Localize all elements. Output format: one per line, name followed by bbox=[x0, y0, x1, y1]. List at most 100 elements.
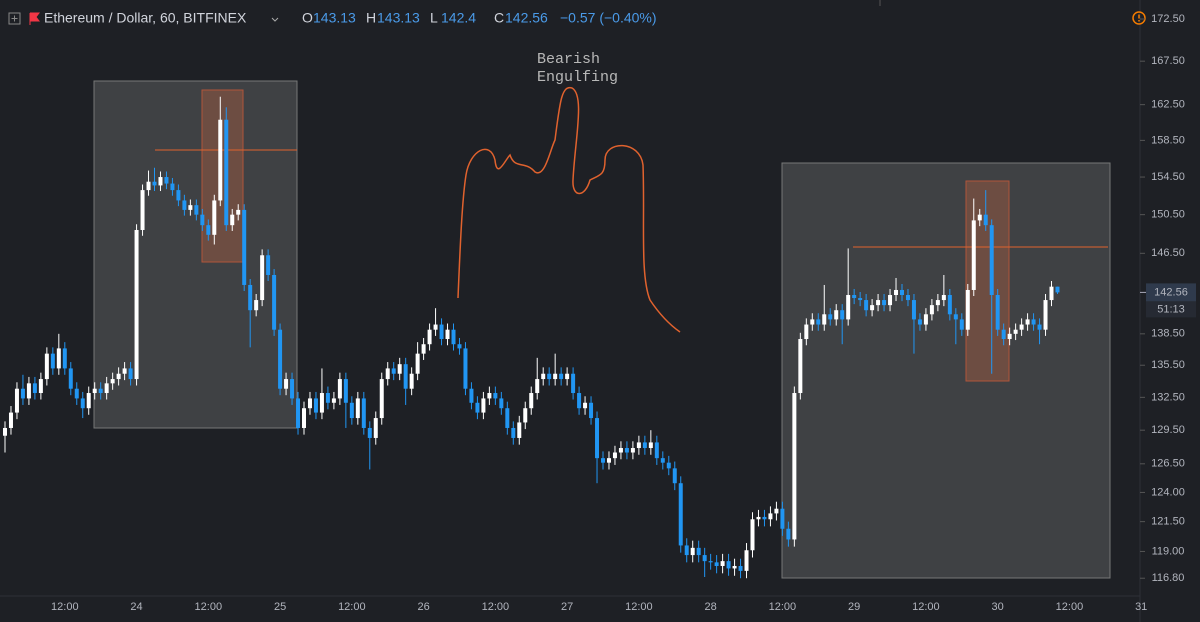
candle-body bbox=[487, 393, 492, 399]
x-tick-label: 28 bbox=[705, 601, 717, 613]
y-tick-label: 167.50 bbox=[1151, 55, 1185, 67]
countdown-box bbox=[1146, 301, 1196, 318]
candle-body bbox=[822, 314, 827, 325]
candle-body bbox=[236, 209, 241, 215]
x-tick-label: 12:00 bbox=[1056, 601, 1084, 613]
candle-body bbox=[373, 418, 378, 438]
candle-body bbox=[439, 324, 444, 340]
candle-body bbox=[929, 305, 934, 315]
freehand-drawing bbox=[457, 86, 681, 333]
range-box bbox=[781, 162, 1111, 579]
y-tick-label: 132.50 bbox=[1151, 391, 1185, 403]
candle-body bbox=[888, 295, 893, 306]
candle-body bbox=[176, 190, 181, 201]
candle-body bbox=[415, 353, 420, 374]
candle-body bbox=[1025, 319, 1030, 325]
candle-body bbox=[517, 422, 522, 438]
range-box bbox=[93, 80, 298, 429]
candle-body bbox=[319, 393, 324, 413]
candle-body bbox=[296, 398, 301, 428]
candle-body bbox=[1019, 324, 1024, 330]
x-tick-label: 12:00 bbox=[482, 601, 510, 613]
candle-body bbox=[302, 408, 306, 428]
price-tag: 142.56 51:13 bbox=[1140, 283, 1196, 318]
candle-body bbox=[804, 324, 809, 340]
expand-icon[interactable] bbox=[8, 12, 21, 25]
candle-body bbox=[900, 289, 904, 296]
x-tick-label: 12:00 bbox=[195, 601, 223, 613]
alert-icon[interactable] bbox=[1132, 11, 1146, 25]
candle-body bbox=[140, 190, 145, 230]
candle-body bbox=[481, 398, 486, 413]
candle-body bbox=[8, 412, 13, 428]
ohlc-value: 142.4 bbox=[441, 10, 476, 26]
candle-body bbox=[104, 383, 109, 394]
candle-body bbox=[367, 427, 372, 438]
candle-body bbox=[110, 379, 115, 384]
candle-body bbox=[846, 295, 851, 320]
candle-body bbox=[774, 508, 779, 514]
x-tick-label: 31 bbox=[1135, 601, 1147, 613]
candle-body bbox=[840, 310, 845, 320]
countdown: 51:13 bbox=[1157, 303, 1185, 315]
candle-body bbox=[935, 300, 940, 306]
candle-body bbox=[660, 458, 665, 463]
x-tick-label: 12:00 bbox=[912, 601, 940, 613]
y-tick-label: 154.50 bbox=[1151, 171, 1185, 183]
y-tick-label: 150.50 bbox=[1151, 209, 1185, 221]
last-price-label: 142.56 bbox=[1154, 286, 1188, 298]
candle-body bbox=[965, 289, 970, 330]
candles bbox=[3, 96, 1060, 579]
candle-body bbox=[624, 448, 629, 453]
candle-body bbox=[290, 379, 295, 399]
candle-body bbox=[307, 398, 312, 409]
candle-body bbox=[953, 314, 958, 320]
candle-body bbox=[684, 545, 689, 556]
candle-body bbox=[68, 368, 73, 389]
y-tick-label: 162.50 bbox=[1151, 99, 1185, 111]
candle-body bbox=[128, 368, 133, 380]
candle-body bbox=[726, 561, 731, 569]
dropdown-icon[interactable] bbox=[271, 17, 279, 22]
candle-body bbox=[403, 364, 408, 389]
highlight-box bbox=[965, 180, 1010, 382]
candle-body bbox=[798, 339, 803, 394]
candle-body bbox=[642, 442, 647, 449]
x-tick-label: 30 bbox=[992, 601, 1004, 613]
x-tick-label: 12:00 bbox=[51, 601, 79, 613]
candle-body bbox=[1031, 319, 1036, 325]
candle-body bbox=[601, 458, 605, 463]
candle-body bbox=[391, 368, 396, 374]
symbol-title[interactable]: Ethereum / Dollar, 60, BITFINEX bbox=[44, 10, 247, 26]
y-tick-label: 135.50 bbox=[1151, 359, 1185, 371]
candle-body bbox=[355, 398, 360, 419]
y-tick-label: 129.50 bbox=[1151, 424, 1185, 436]
candle-body bbox=[666, 462, 671, 469]
ohlc-value: 143.13 bbox=[377, 10, 420, 26]
candle-body bbox=[917, 319, 922, 325]
candle-body bbox=[750, 519, 755, 551]
candle-body bbox=[702, 555, 707, 562]
candle-body bbox=[535, 379, 540, 394]
candle-body bbox=[792, 393, 797, 540]
x-tick-label: 26 bbox=[417, 601, 429, 613]
candle-body bbox=[1007, 333, 1012, 340]
candle-body bbox=[983, 214, 988, 226]
candle-body bbox=[80, 398, 85, 409]
candle-body bbox=[559, 373, 564, 380]
candle-body bbox=[463, 348, 468, 389]
y-tick-label: 138.50 bbox=[1151, 328, 1185, 340]
candle-body bbox=[852, 295, 857, 299]
x-tick-label: 29 bbox=[848, 601, 860, 613]
candle-body bbox=[870, 305, 875, 311]
annotation: Engulfing bbox=[537, 69, 618, 86]
candle-body bbox=[44, 353, 49, 380]
candle-body bbox=[858, 298, 863, 301]
candle-body bbox=[714, 562, 719, 566]
candle-body bbox=[278, 329, 283, 389]
candle-body bbox=[50, 353, 55, 369]
candle-body bbox=[523, 408, 528, 423]
candle-body bbox=[451, 329, 456, 345]
candle-body bbox=[612, 452, 617, 459]
